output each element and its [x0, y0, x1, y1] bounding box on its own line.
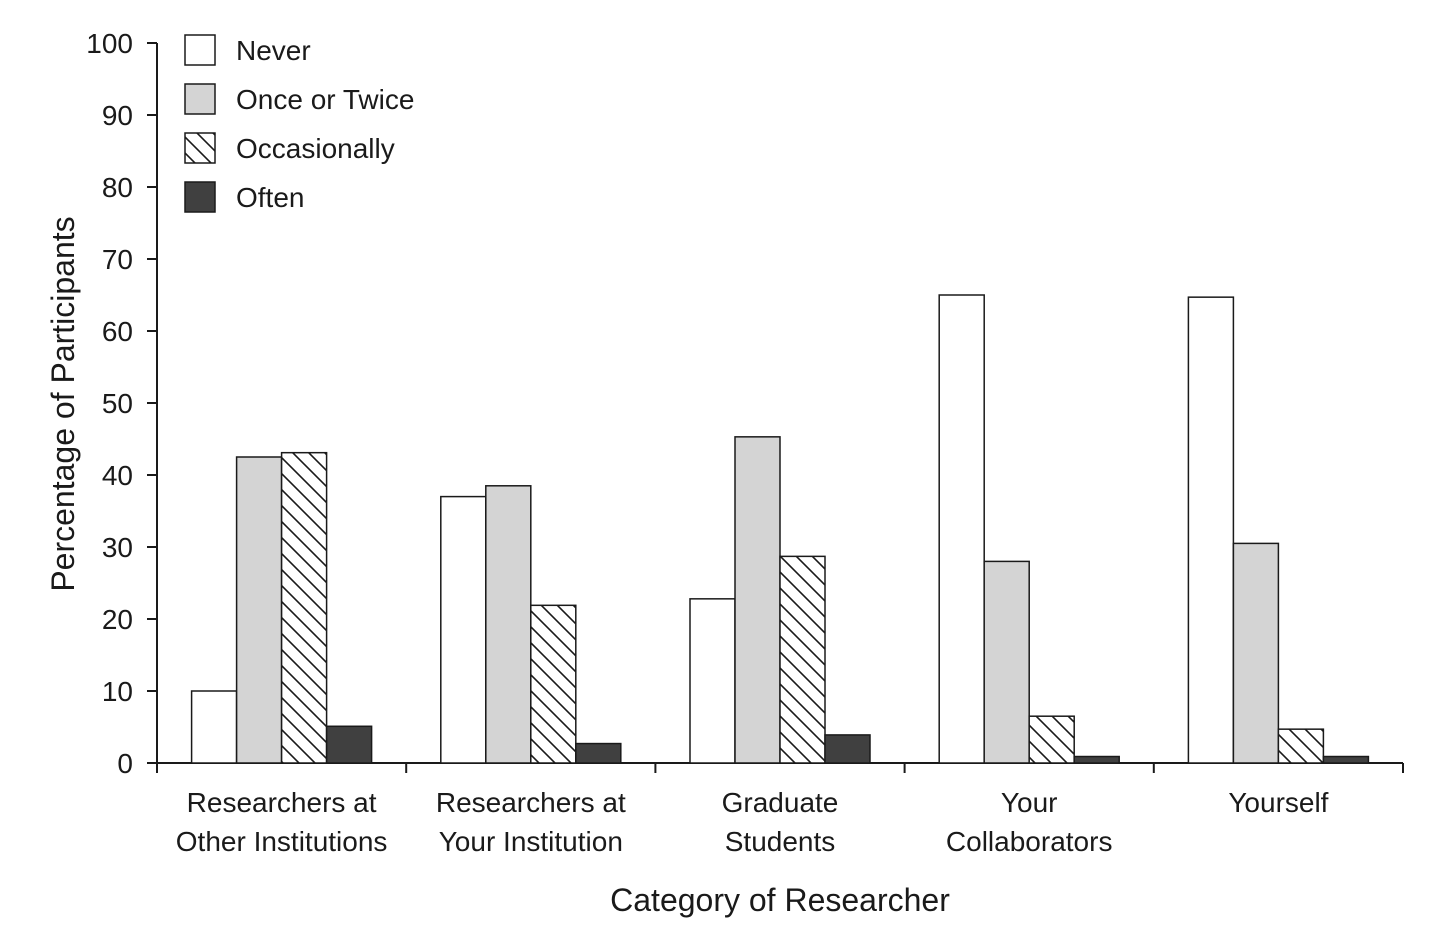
bar-white: [190, 690, 238, 764]
bar-white: [689, 598, 736, 764]
y-tick-label: 60: [102, 316, 133, 347]
legend-swatch-dark: [184, 181, 216, 213]
y-axis-title: Percentage of Participants: [45, 216, 81, 591]
y-tick-label: 50: [102, 388, 133, 419]
y-tick-label: 20: [102, 604, 133, 635]
legend-label: Once or Twice: [236, 84, 414, 115]
y-tick-label: 40: [102, 460, 133, 491]
bar-dark: [325, 725, 373, 764]
y-tick-label: 0: [117, 748, 133, 779]
bar-lightgray: [485, 485, 532, 764]
bar-lightgray: [235, 456, 283, 764]
bar-lightgray: [734, 436, 781, 764]
labels: 0 10 20 30 40 50 60 70 80 90 100 Researchers at Othe…: [86, 28, 1328, 857]
bar-dark: [824, 734, 871, 764]
y-tick-label: 30: [102, 532, 133, 563]
legend-label: Often: [236, 182, 304, 213]
x-category-label: Other Institutions: [176, 826, 388, 857]
legend-swatch-hatched: [184, 132, 216, 164]
x-category-label: Yourself: [1228, 787, 1328, 818]
bar-hatched: [1028, 715, 1075, 764]
bar-white: [1187, 296, 1235, 764]
bar-dark: [1073, 755, 1120, 764]
x-category-label: Researchers at: [187, 787, 377, 818]
bar-dark: [1322, 755, 1370, 764]
bar-lightgray: [983, 560, 1030, 764]
x-category-label: Students: [725, 826, 836, 857]
bar-hatched: [1277, 728, 1325, 764]
x-category-label: Graduate: [722, 787, 839, 818]
bar-white: [440, 495, 487, 764]
y-tick-label: 80: [102, 172, 133, 203]
bar-white: [938, 294, 985, 764]
y-tick-label: 10: [102, 676, 133, 707]
bar-hatched: [280, 451, 328, 764]
legend-label: Occasionally: [236, 133, 395, 164]
x-category-label: Collaborators: [946, 826, 1113, 857]
legend-swatch-lightgray: [184, 83, 216, 115]
bar-lightgray: [1232, 542, 1280, 764]
bars: [190, 294, 1370, 764]
bar-hatched: [530, 604, 577, 764]
x-category-label: Your: [1001, 787, 1058, 818]
y-tick-label: 70: [102, 244, 133, 275]
x-axis-title: Category of Researcher: [610, 882, 950, 918]
bar-dark: [575, 742, 622, 764]
y-tick-label: 90: [102, 100, 133, 131]
legend-swatch-white: [184, 34, 216, 66]
legend-label: Never: [236, 35, 311, 66]
x-category-label: Your Institution: [439, 826, 623, 857]
bar-hatched: [779, 555, 826, 764]
x-category-label: Researchers at: [436, 787, 626, 818]
legend: Never Once or Twice Occasionally Often: [184, 34, 414, 213]
y-tick-label: 100: [86, 28, 133, 59]
